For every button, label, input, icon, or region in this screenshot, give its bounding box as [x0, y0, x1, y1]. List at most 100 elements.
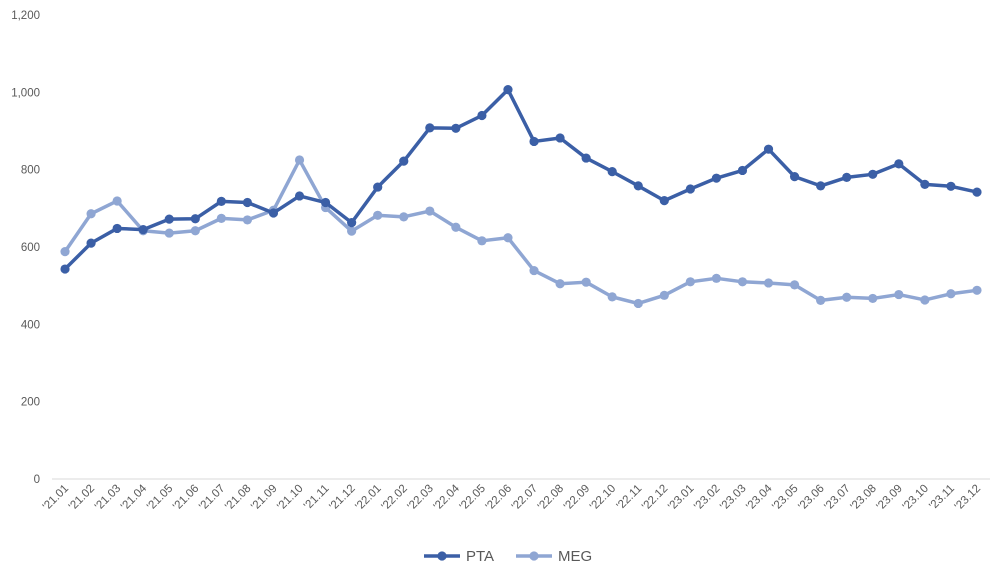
data-point-meg [711, 273, 722, 283]
data-point-pta [894, 159, 904, 169]
data-point-meg [60, 247, 70, 257]
y-tick-label: 200 [21, 397, 40, 409]
x-tick-label: '22.05 [458, 483, 488, 513]
data-point-pta [868, 169, 878, 179]
data-point-pta [373, 182, 383, 192]
data-point-pta [164, 214, 174, 224]
x-tick-label: '23.10 [901, 483, 931, 513]
data-point-pta [86, 238, 96, 248]
y-tick-label: 1,200 [11, 10, 40, 22]
legend-label: MEG [558, 548, 592, 565]
data-point-meg [946, 289, 956, 299]
data-point-pta [789, 172, 800, 182]
data-point-meg [972, 285, 982, 295]
x-tick-label: '23.04 [744, 482, 775, 513]
x-tick-label: '21.10 [275, 483, 305, 513]
data-point-meg [347, 226, 357, 236]
data-point-meg [816, 295, 826, 305]
x-tick-label: '21.09 [249, 483, 279, 513]
data-point-meg [477, 236, 487, 246]
data-point-pta [294, 191, 305, 201]
x-tick-label: '22.07 [510, 483, 540, 513]
data-point-pta [190, 214, 200, 224]
y-tick-label: 800 [21, 165, 40, 177]
data-point-pta [946, 181, 956, 191]
x-tick-label: '21.05 [145, 483, 175, 513]
data-point-meg [737, 277, 748, 287]
data-point-pta [633, 181, 643, 191]
data-point-pta [842, 172, 852, 182]
data-point-pta [581, 153, 591, 163]
x-tick-label: '22.09 [562, 483, 592, 513]
data-point-meg [659, 290, 669, 300]
data-point-pta [555, 133, 565, 143]
x-tick-label: '23.06 [796, 483, 826, 513]
y-tick-label: 1,000 [11, 87, 40, 99]
data-point-pta [763, 144, 774, 154]
legend-item-pta: PTA [424, 548, 494, 565]
x-tick-label: '23.02 [692, 483, 722, 513]
y-tick-label: 600 [21, 242, 40, 254]
data-point-pta [138, 225, 148, 235]
data-point-meg [399, 212, 409, 222]
x-tick-label: '21.11 [302, 483, 332, 513]
x-tick-label: '21.06 [171, 483, 201, 513]
x-tick-label: '22.03 [406, 483, 436, 513]
x-tick-label: '23.01 [666, 483, 696, 513]
x-tick-label: '21.03 [93, 483, 123, 513]
data-point-pta [242, 197, 253, 208]
data-point-meg [920, 295, 930, 305]
data-point-meg [425, 206, 435, 216]
data-point-pta [685, 184, 695, 194]
data-point-pta [268, 208, 279, 218]
data-point-meg [242, 215, 253, 225]
data-point-pta [816, 181, 826, 191]
data-point-pta [503, 85, 513, 95]
data-point-pta [477, 110, 487, 121]
data-point-pta [451, 123, 461, 133]
x-tick-label: '22.12 [640, 483, 670, 513]
data-point-meg [112, 196, 122, 206]
data-point-pta [112, 223, 122, 234]
x-tick-label: '23.09 [875, 483, 905, 513]
data-point-pta [607, 167, 617, 177]
series-layer [60, 85, 982, 309]
data-point-pta [60, 264, 70, 274]
data-point-pta [425, 123, 435, 133]
data-point-pta [920, 179, 930, 189]
data-point-pta [737, 165, 748, 176]
data-point-meg [86, 209, 96, 219]
data-point-pta [216, 196, 226, 206]
legend: PTA MEG [424, 548, 592, 565]
x-tick-label: '21.08 [223, 483, 253, 513]
x-axis-tick-labels: '21.01'21.02'21.03'21.04'21.05'21.06'21.… [41, 482, 983, 513]
data-point-pta [399, 156, 409, 166]
data-point-meg [294, 155, 305, 165]
data-point-pta [347, 218, 357, 228]
data-point-pta [320, 197, 331, 208]
data-point-meg [633, 298, 643, 309]
data-point-meg [842, 292, 852, 302]
data-point-meg [164, 228, 174, 238]
data-point-meg [763, 278, 774, 288]
data-point-meg [503, 233, 513, 243]
x-tick-label: '21.12 [327, 483, 357, 513]
data-point-meg [190, 226, 200, 236]
x-tick-label: '21.07 [197, 483, 227, 513]
y-tick-label: 400 [21, 319, 40, 331]
data-point-meg [581, 277, 591, 287]
data-point-meg [451, 222, 461, 232]
data-point-meg [868, 293, 878, 304]
x-tick-label: '23.11 [927, 483, 957, 513]
series-line-meg [63, 158, 979, 306]
x-tick-label: '22.01 [353, 483, 383, 513]
x-tick-label: '21.01 [41, 483, 71, 513]
x-tick-label: '23.03 [718, 483, 748, 513]
legend-swatch-marker [529, 551, 539, 561]
x-tick-label: '23.05 [770, 483, 800, 513]
data-point-meg [685, 277, 695, 287]
legend-label: PTA [466, 548, 494, 565]
data-point-pta [711, 173, 722, 183]
